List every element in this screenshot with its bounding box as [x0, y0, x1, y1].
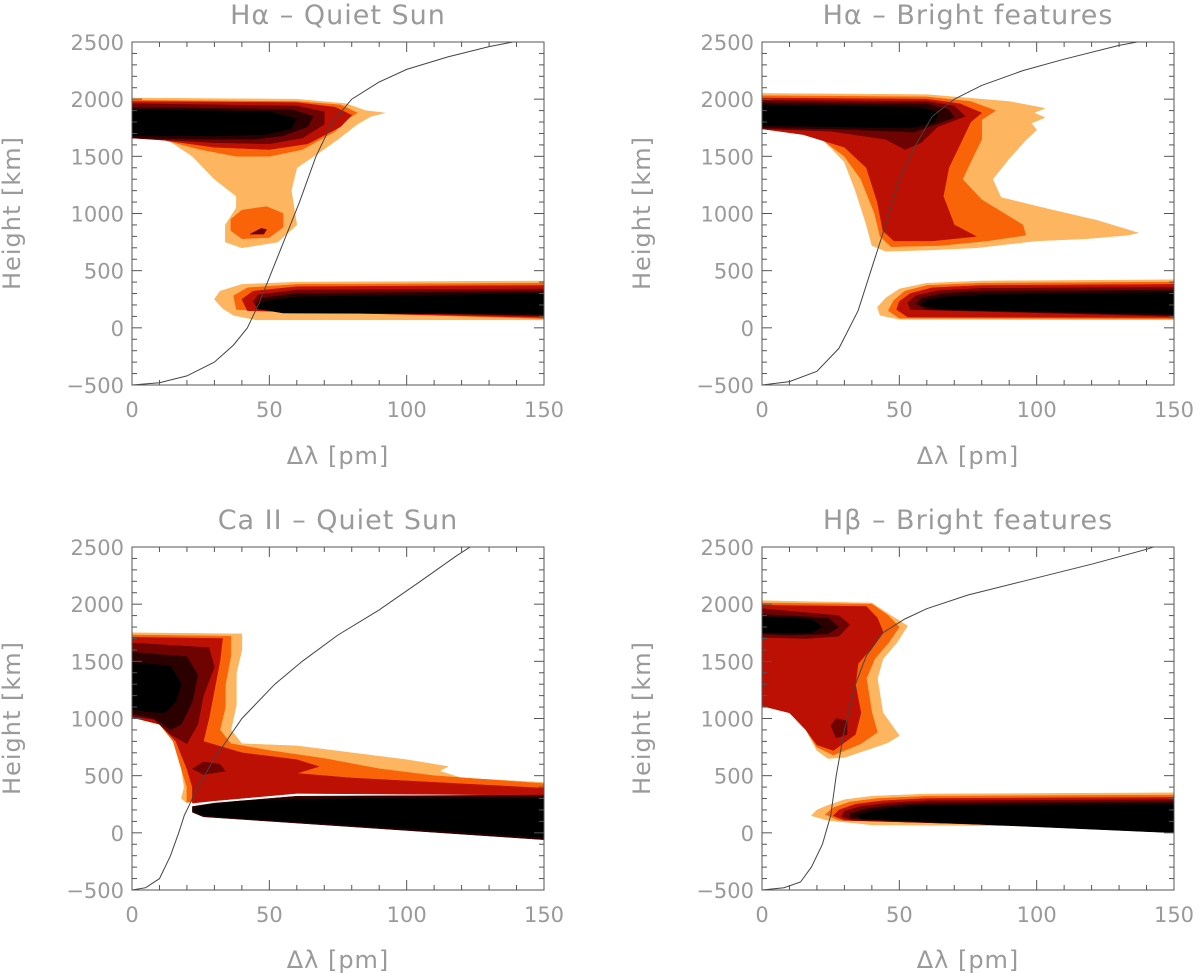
contour-region-level-5 — [762, 104, 939, 129]
y-tick-label: 0 — [111, 822, 124, 846]
y-tick-label: 2000 — [71, 593, 124, 617]
contour-region-level-1 — [230, 206, 284, 239]
y-tick-label: 1000 — [701, 203, 754, 227]
contour-region-level-5 — [255, 293, 544, 315]
y-tick-label: 1500 — [701, 650, 754, 674]
contour-region-level-5 — [132, 662, 182, 714]
x-tick-label: 0 — [125, 398, 138, 422]
contour-region-level-5 — [192, 798, 544, 838]
plot-frame — [131, 41, 545, 386]
y-axis-label: Height [km] — [0, 641, 26, 795]
y-tick-label: 1500 — [71, 145, 124, 169]
contour-region-level-5 — [855, 804, 1174, 834]
contour-region-level-3 — [249, 228, 267, 235]
plot-area — [762, 547, 1174, 890]
x-tick-label: 100 — [1017, 398, 1057, 422]
x-tick-label: 50 — [886, 398, 913, 422]
formation-height-curve — [132, 547, 472, 890]
plot-area — [762, 42, 1174, 385]
plot-area — [132, 547, 544, 890]
y-tick-label: 1000 — [701, 708, 754, 732]
y-tick-label: 500 — [84, 765, 124, 789]
x-tick-label: 0 — [755, 903, 768, 927]
y-tick-label: −500 — [696, 879, 754, 903]
y-tick-label: 500 — [714, 765, 754, 789]
y-tick-label: 2000 — [71, 88, 124, 112]
y-axis-label: Height [km] — [0, 136, 26, 290]
y-tick-label: 2500 — [701, 536, 754, 560]
y-tick-label: 2000 — [701, 593, 754, 617]
x-tick-label: 100 — [1017, 903, 1057, 927]
y-tick-label: 2500 — [71, 31, 124, 55]
y-tick-label: 2000 — [701, 88, 754, 112]
x-axis-label: Δλ [pm] — [287, 442, 390, 470]
x-axis-label: Δλ [pm] — [917, 946, 1020, 973]
x-tick-label: 50 — [256, 903, 283, 927]
y-tick-label: 1000 — [71, 708, 124, 732]
x-tick-label: 0 — [755, 398, 768, 422]
contour-region-level-2 — [132, 637, 544, 804]
x-tick-label: 50 — [886, 903, 913, 927]
y-tick-label: 1000 — [71, 203, 124, 227]
formation-height-curve — [132, 42, 516, 385]
y-tick-label: 500 — [84, 260, 124, 284]
plot-area — [132, 42, 544, 385]
y-tick-label: 1500 — [701, 145, 754, 169]
y-axis-label: Height [km] — [628, 641, 656, 795]
contour-region-level-2 — [762, 605, 884, 751]
y-tick-label: 0 — [741, 822, 754, 846]
panel-hbeta-bright-features: Hβ – Bright features Δλ [pm] Height [km]… — [628, 505, 1194, 973]
y-tick-label: 1500 — [71, 650, 124, 674]
y-tick-label: −500 — [696, 374, 754, 398]
x-tick-label: 150 — [1154, 398, 1194, 422]
x-axis-label: Δλ [pm] — [287, 946, 390, 973]
contour-region-level-5 — [762, 616, 823, 634]
y-tick-label: −500 — [66, 374, 124, 398]
panel-halpha-bright-features: Hα – Bright features Δλ [pm] Height [km]… — [628, 0, 1194, 470]
y-tick-label: 2500 — [71, 536, 124, 560]
x-tick-label: 150 — [1154, 903, 1194, 927]
y-axis-label: Height [km] — [628, 136, 656, 290]
x-tick-label: 150 — [524, 398, 564, 422]
panel-title: Hβ – Bright features — [823, 505, 1113, 536]
panel-title: Hα – Bright features — [823, 0, 1114, 31]
contour-region-level-5 — [921, 292, 1174, 315]
formation-height-curve — [762, 42, 1140, 385]
x-tick-label: 100 — [387, 903, 427, 927]
panel-halpha-quiet-sun: Hα – Quiet Sun Δλ [pm] Height [km] 0 50 10… — [0, 0, 564, 470]
contour-region-level-3 — [830, 718, 848, 739]
x-axis-label: Δλ [pm] — [917, 442, 1020, 470]
x-tick-label: 50 — [256, 398, 283, 422]
y-tick-label: −500 — [66, 879, 124, 903]
contour-region-level-5 — [132, 109, 298, 137]
y-tick-label: 0 — [111, 317, 124, 341]
panel-title: Ca II – Quiet Sun — [218, 505, 459, 536]
panel-caii-quiet-sun: Ca II – Quiet Sun Δλ [pm] Height [km] 0 5… — [0, 505, 564, 973]
x-tick-label: 100 — [387, 398, 427, 422]
formation-height-curve — [762, 547, 1155, 890]
x-tick-label: 0 — [125, 903, 138, 927]
panel-title: Hα – Quiet Sun — [230, 0, 446, 31]
y-tick-label: 500 — [714, 260, 754, 284]
y-tick-label: 2500 — [701, 31, 754, 55]
x-tick-label: 150 — [524, 903, 564, 927]
y-tick-label: 0 — [741, 317, 754, 341]
